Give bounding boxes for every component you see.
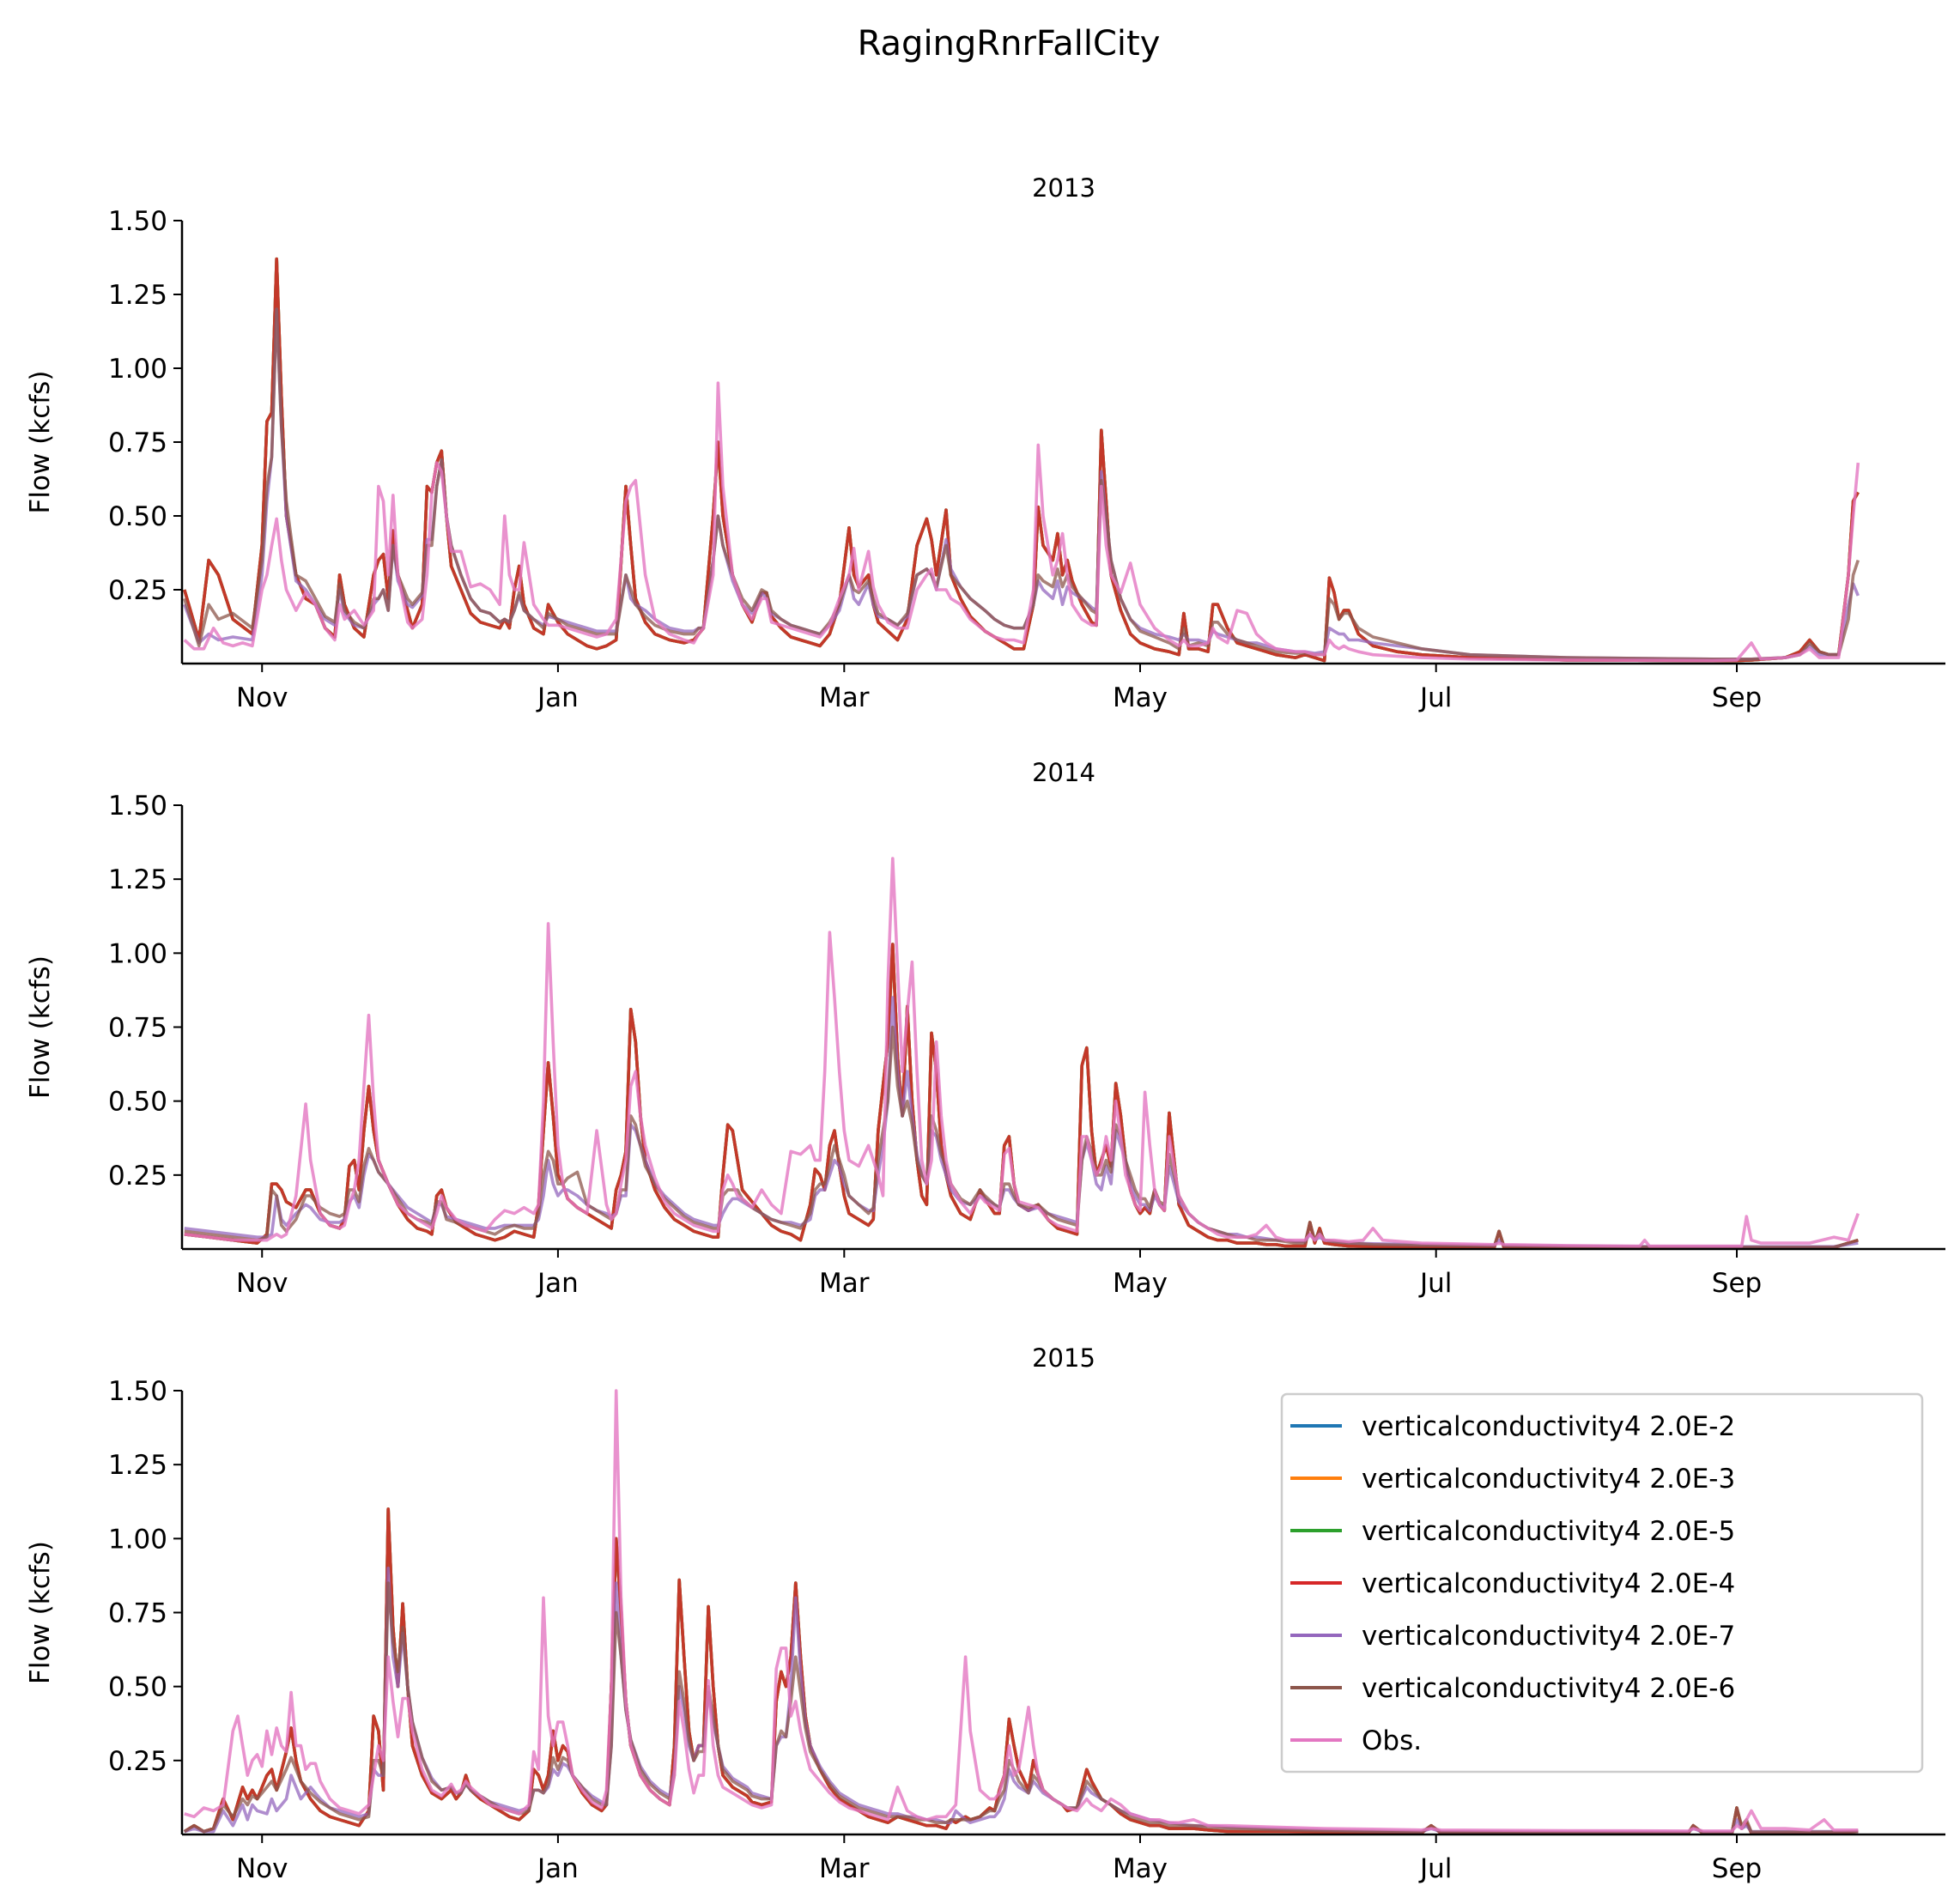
series-line-fast-2	[183, 257, 1860, 663]
series-line-obs-6	[184, 1389, 1859, 1833]
x-tick-label: Nov	[236, 682, 288, 713]
x-tick-label: May	[1113, 682, 1168, 713]
y-axis-label: Flow (kcfs)	[25, 371, 56, 514]
legend-item: verticalconductivity4 2.0E-6	[1290, 1673, 1735, 1704]
x-tick-label: Jan	[536, 682, 579, 713]
y-tick-label: 0.75	[108, 1598, 167, 1629]
x-tick-label: Mar	[819, 682, 870, 713]
y-tick-label: 1.50	[108, 206, 167, 237]
series-lines	[183, 257, 1860, 663]
y-tick-label: 0.25	[108, 1161, 167, 1192]
x-tick-label: Jul	[1418, 1853, 1452, 1884]
y-tick-label: 0.50	[108, 501, 167, 532]
legend-label: verticalconductivity4 2.0E-5	[1362, 1516, 1735, 1547]
y-tick-label: 1.25	[108, 864, 167, 895]
x-tick-label: Jan	[536, 1853, 579, 1884]
y-tick-label: 0.50	[108, 1087, 167, 1118]
x-tick-label: Sep	[1712, 1853, 1762, 1884]
legend-label: verticalconductivity4 2.0E-4	[1362, 1568, 1735, 1599]
x-tick-label: Jan	[536, 1268, 579, 1299]
y-tick-label: 1.50	[108, 791, 167, 822]
series-lines	[184, 857, 1860, 1249]
y-tick-label: 1.50	[108, 1376, 167, 1407]
x-tick-label: Sep	[1712, 682, 1762, 713]
x-tick-label: Jul	[1418, 1268, 1452, 1299]
figure-title: RagingRnrFallCity	[858, 24, 1161, 64]
series-line-fast-3	[183, 257, 1860, 663]
y-axis-label: Flow (kcfs)	[25, 1541, 56, 1684]
y-tick-label: 1.25	[108, 280, 167, 311]
legend-frame	[1280, 1392, 1924, 1774]
subplot-title: 2013	[1032, 173, 1095, 203]
subplot-title: 2015	[1032, 1343, 1095, 1373]
x-tick-label: May	[1113, 1853, 1168, 1884]
y-axis-label: Flow (kcfs)	[25, 955, 56, 1099]
x-tick-label: Nov	[236, 1268, 288, 1299]
y-tick-label: 1.25	[108, 1450, 167, 1481]
legend-item: verticalconductivity4 2.0E-4	[1290, 1568, 1735, 1599]
legend-item: verticalconductivity4 2.0E-7	[1290, 1621, 1735, 1652]
subplot-2014: 2014 0.25 0.50 0.75 1.00 1.25 1.50 Flow (kcfs) N…	[25, 758, 1945, 1299]
legend-label: verticalconductivity4 2.0E-7	[1362, 1621, 1735, 1652]
subplot-2013: 2013 0.25 0.50 0.75 1.00 1.25 1.50 Flow (kcfs) N…	[25, 173, 1945, 713]
x-tick-label: May	[1113, 1268, 1168, 1299]
series-line-purple-4	[183, 307, 1860, 661]
x-tick-label: Sep	[1712, 1268, 1762, 1299]
legend-label: verticalconductivity4 2.0E-6	[1362, 1673, 1735, 1704]
series-line-obs-6	[184, 857, 1860, 1248]
series-lines	[183, 1389, 1859, 1834]
legend-label: Obs.	[1362, 1725, 1422, 1756]
series-line-obs-6	[183, 381, 1860, 663]
legend-item: verticalconductivity4 2.0E-5	[1290, 1516, 1735, 1547]
y-tick-label: 1.00	[108, 354, 167, 385]
x-tick-label: Mar	[819, 1268, 870, 1299]
series-line-fast-1	[183, 257, 1860, 663]
y-tick-label: 0.25	[108, 1746, 167, 1777]
x-tick-label: Mar	[819, 1853, 870, 1884]
legend-item: Obs.	[1290, 1725, 1422, 1756]
subplot-title: 2014	[1032, 758, 1095, 787]
legend-item: verticalconductivity4 2.0E-2	[1290, 1411, 1735, 1442]
y-tick-label: 1.00	[108, 1524, 167, 1555]
series-line-slow-5	[183, 307, 1860, 661]
y-tick-label: 0.75	[108, 1013, 167, 1044]
x-tick-label: Nov	[236, 1853, 288, 1884]
x-tick-label: Jul	[1418, 682, 1452, 713]
legend-label: verticalconductivity4 2.0E-3	[1362, 1464, 1735, 1495]
subplot-2015: 2015 0.25 0.50 0.75 1.00 1.25 1.50 Flow (kcfs) N…	[25, 1343, 1945, 1884]
y-tick-label: 0.25	[108, 575, 167, 606]
y-tick-label: 1.00	[108, 938, 167, 969]
legend-item: verticalconductivity4 2.0E-3	[1290, 1464, 1735, 1495]
legend-label: verticalconductivity4 2.0E-2	[1362, 1411, 1735, 1442]
y-tick-label: 0.75	[108, 427, 167, 458]
y-tick-label: 0.50	[108, 1672, 167, 1703]
legend: verticalconductivity4 2.0E-2 verticalcond…	[1280, 1392, 1924, 1774]
series-line-fast-0	[183, 257, 1860, 663]
